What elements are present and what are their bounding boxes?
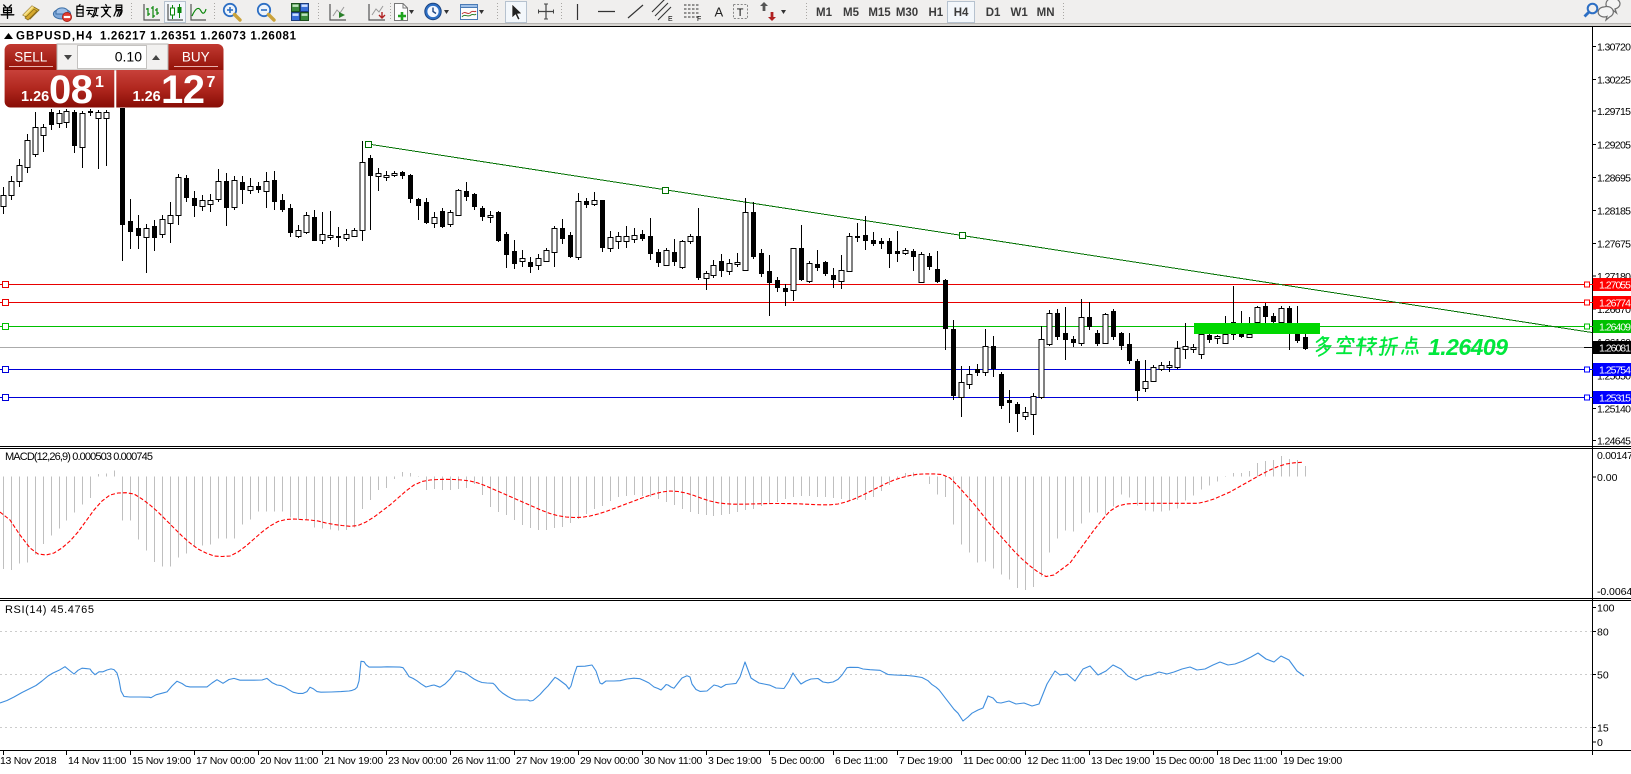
svg-text:RSI(14) 45.4765: RSI(14) 45.4765 (5, 604, 94, 616)
svg-text:0.00: 0.00 (1597, 472, 1618, 484)
svg-text:BUY: BUY (182, 50, 210, 65)
svg-text:1.26409: 1.26409 (1428, 334, 1508, 360)
svg-text:M30: M30 (896, 7, 918, 19)
svg-text:18 Dec 11:00: 18 Dec 11:00 (1219, 755, 1278, 767)
svg-text:29 Nov 00:00: 29 Nov 00:00 (580, 755, 639, 767)
svg-text:1.29715: 1.29715 (1597, 106, 1631, 118)
svg-text:1.26081: 1.26081 (1599, 343, 1631, 355)
svg-text:1.30720: 1.30720 (1597, 42, 1631, 54)
svg-text:15 Dec 00:00: 15 Dec 00:00 (1155, 755, 1214, 767)
svg-text:D1: D1 (986, 7, 1001, 19)
svg-text:1.25754: 1.25754 (1599, 365, 1631, 377)
svg-text:M1: M1 (816, 7, 833, 19)
svg-text:23 Nov 00:00: 23 Nov 00:00 (388, 755, 447, 767)
svg-text:M15: M15 (868, 7, 891, 19)
svg-text:30 Nov 11:00: 30 Nov 11:00 (644, 755, 703, 767)
svg-text:1.28695: 1.28695 (1597, 173, 1631, 185)
svg-text:13 Nov 2018: 13 Nov 2018 (0, 755, 57, 767)
svg-text:12 Dec 11:00: 12 Dec 11:00 (1027, 755, 1086, 767)
svg-text:80: 80 (1597, 627, 1609, 639)
svg-text:100: 100 (1597, 603, 1615, 615)
svg-text:1.28185: 1.28185 (1597, 206, 1631, 218)
svg-text:1.29205: 1.29205 (1597, 140, 1631, 152)
svg-text:A: A (715, 5, 724, 20)
svg-text:14 Nov 11:00: 14 Nov 11:00 (68, 755, 127, 767)
svg-text:50: 50 (1597, 670, 1609, 682)
svg-text:1.26774: 1.26774 (1599, 298, 1631, 310)
svg-text:08: 08 (49, 68, 93, 112)
svg-text:1.24645: 1.24645 (1597, 436, 1631, 448)
svg-text:1.26: 1.26 (21, 89, 49, 105)
svg-text:0.00147: 0.00147 (1597, 450, 1631, 462)
svg-text:0.10: 0.10 (115, 49, 142, 65)
svg-text:1.27675: 1.27675 (1597, 239, 1631, 251)
svg-text:W1: W1 (1010, 7, 1028, 19)
svg-text:1.25315: 1.25315 (1599, 393, 1631, 405)
svg-text:19 Dec 19:00: 19 Dec 19:00 (1283, 755, 1342, 767)
svg-text:T: T (737, 7, 744, 19)
svg-text:20 Nov 11:00: 20 Nov 11:00 (260, 755, 319, 767)
svg-text:1.27055: 1.27055 (1599, 280, 1631, 292)
svg-text:7 Dec 19:00: 7 Dec 19:00 (899, 755, 953, 767)
svg-text:SELL: SELL (14, 50, 48, 65)
svg-text:F: F (697, 16, 701, 23)
svg-text:1.26217 1.26351 1.26073 1.2608: 1.26217 1.26351 1.26073 1.26081 (100, 31, 297, 43)
svg-text:3 Dec 19:00: 3 Dec 19:00 (708, 755, 762, 767)
svg-text:1.26: 1.26 (133, 89, 161, 105)
svg-text:17 Nov 00:00: 17 Nov 00:00 (196, 755, 255, 767)
svg-text:1.30225: 1.30225 (1597, 75, 1631, 87)
svg-text:26 Nov 11:00: 26 Nov 11:00 (452, 755, 511, 767)
svg-text:7: 7 (207, 74, 216, 91)
svg-text:21 Nov 19:00: 21 Nov 19:00 (324, 755, 383, 767)
svg-text:H1: H1 (928, 7, 943, 19)
svg-text:M5: M5 (843, 7, 860, 19)
svg-text:MN: MN (1037, 7, 1055, 19)
svg-text:27 Nov 19:00: 27 Nov 19:00 (516, 755, 575, 767)
svg-text:MACD(12,26,9) 0.000503 0.00074: MACD(12,26,9) 0.000503 0.000745 (5, 451, 153, 463)
svg-text:E: E (668, 16, 673, 23)
svg-text:5 Dec 00:00: 5 Dec 00:00 (771, 755, 825, 767)
svg-text:15 Nov 19:00: 15 Nov 19:00 (132, 755, 191, 767)
svg-text:1.26409: 1.26409 (1599, 322, 1631, 334)
svg-text:1: 1 (95, 74, 104, 91)
svg-text:H4: H4 (954, 7, 969, 19)
svg-text:11 Dec 00:00: 11 Dec 00:00 (963, 755, 1022, 767)
svg-text:6 Dec 11:00: 6 Dec 11:00 (835, 755, 888, 767)
svg-text:13 Dec 19:00: 13 Dec 19:00 (1091, 755, 1150, 767)
svg-text:1.25140: 1.25140 (1597, 404, 1631, 416)
svg-text:12: 12 (161, 68, 205, 112)
svg-text:GBPUSD,H4: GBPUSD,H4 (16, 31, 93, 43)
svg-text:0: 0 (1597, 737, 1603, 749)
svg-text:15: 15 (1597, 723, 1609, 735)
